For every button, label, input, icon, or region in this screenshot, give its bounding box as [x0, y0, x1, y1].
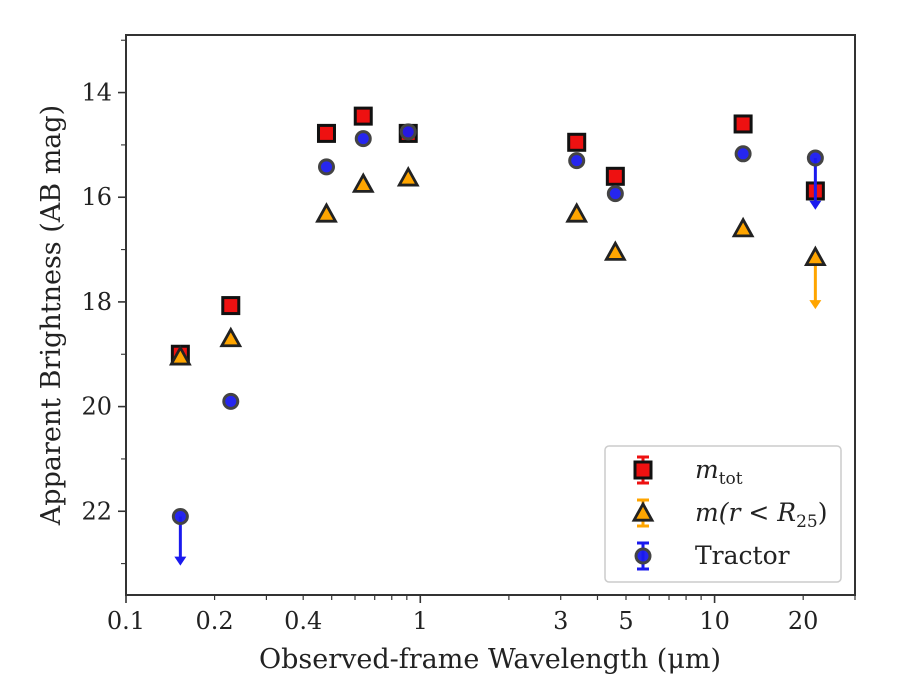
tractor-point [734, 145, 752, 163]
tractor-point [806, 149, 824, 167]
tractor-point [222, 392, 240, 410]
y-tick-label: 16 [81, 183, 112, 211]
m-r25-point [315, 202, 338, 223]
x-tick-label: 0.2 [196, 607, 234, 635]
x-tick-label: 10 [699, 607, 730, 635]
series-m_tot [170, 106, 825, 364]
legend: mtot m(r < R25) Tractor [604, 445, 842, 583]
x-tick-label: 0.4 [284, 607, 322, 635]
x-tick-label: 5 [618, 607, 633, 635]
m-tot-point [221, 296, 241, 316]
m-r25-point [731, 216, 755, 238]
m-r25-point [603, 240, 627, 261]
m-r25-point [219, 326, 243, 348]
legend-label-subscript: 25 [796, 512, 818, 532]
m-r25-point [351, 172, 375, 193]
upper-limit-arrowhead [809, 200, 822, 210]
y-tick-label: 18 [81, 288, 112, 316]
tractor-point [171, 507, 189, 525]
tractor-point [606, 185, 624, 203]
legend-label-tractor: Tractor [695, 541, 790, 570]
m-r25-point [168, 344, 192, 366]
upper-limit-arrowhead [809, 300, 822, 310]
tractor-point [568, 152, 586, 170]
m-tot-point [733, 114, 753, 134]
legend-label-text: ) [818, 498, 828, 527]
series-m_r25 [168, 165, 827, 366]
m-r25-point [803, 245, 827, 267]
legend-box [604, 445, 842, 583]
legend-marker-tractor [634, 547, 652, 565]
m-r25-point [565, 202, 589, 223]
y-tick-label: 14 [81, 79, 112, 107]
legend-label-subscript: tot [719, 469, 743, 489]
m-tot-point [353, 106, 373, 126]
m-tot-point [567, 132, 587, 152]
x-tick-label: 0.1 [107, 607, 145, 635]
legend-label-main: m(r < R [695, 498, 796, 527]
y-tick-label: 20 [81, 393, 112, 421]
legend-marker-m_r25 [631, 501, 655, 522]
plot-frame [125, 34, 856, 596]
legend-marker-m_tot [633, 460, 653, 480]
axes-ticks: 0.1 0.2 0.4 1 3 5 10 20 14 16 18 20 22 [81, 39, 856, 635]
legend-label-main: m [695, 455, 719, 484]
series-tractor [171, 123, 824, 566]
upper-limit-arrowhead [174, 556, 187, 566]
x-tick-label: 3 [553, 607, 568, 635]
data-points [168, 106, 827, 566]
x-axis-label: Observed-frame Wavelength (μm) [259, 644, 721, 675]
y-tick-label: 22 [81, 497, 112, 525]
tractor-point [317, 158, 335, 176]
m-tot-point [316, 123, 336, 143]
legend-label-m_tot: mtot [695, 455, 743, 489]
x-tick-label: 20 [788, 607, 819, 635]
legend-label-m_r25: m(r < R25) [695, 498, 827, 532]
tractor-point [354, 130, 372, 148]
m-r25-point [396, 165, 420, 187]
y-axis-label: Apparent Brightness (AB mag) [36, 105, 67, 526]
x-tick-label: 1 [413, 607, 428, 635]
tractor-point [399, 123, 417, 141]
m-tot-point [605, 166, 625, 186]
legend-label-text: Tractor [695, 541, 790, 570]
